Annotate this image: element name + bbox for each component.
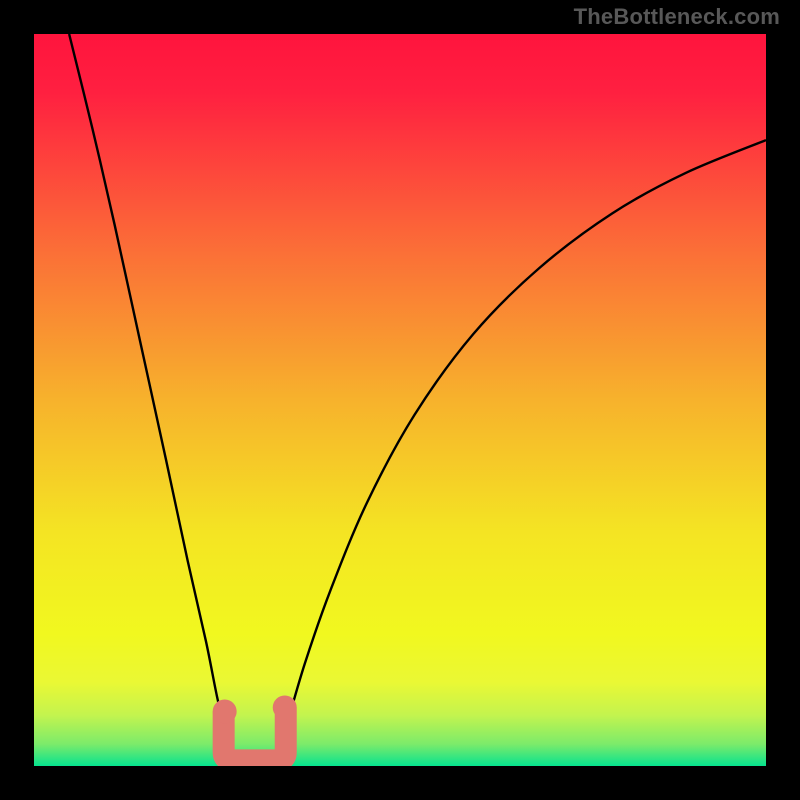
plot-area [34,34,766,766]
optimal-zone-dot-left [213,699,237,723]
watermark: TheBottleneck.com [574,4,780,30]
optimal-zone-dot-right [273,695,297,719]
optimal-zone-blob [34,34,766,766]
